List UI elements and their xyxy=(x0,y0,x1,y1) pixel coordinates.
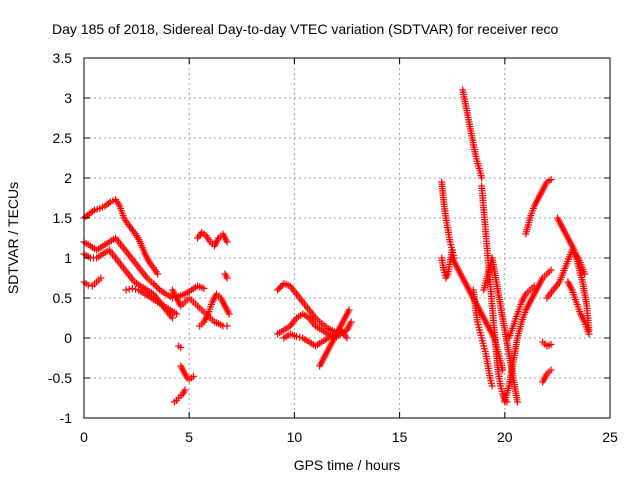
data-point xyxy=(547,176,555,184)
data-point xyxy=(189,372,197,380)
series-track-k xyxy=(177,362,197,384)
y-tick-label: 2 xyxy=(64,170,72,186)
series-track-h xyxy=(194,228,231,250)
y-tick-label: 1 xyxy=(64,250,72,266)
series-track-aa xyxy=(539,366,555,386)
series-track-x xyxy=(501,266,555,406)
data-point xyxy=(478,174,486,182)
series-track-l xyxy=(175,342,185,352)
series-track-d xyxy=(80,274,105,290)
series-track-ab xyxy=(539,338,555,350)
data-point xyxy=(277,283,285,291)
series-track-j xyxy=(170,386,189,406)
y-axis: -1 -0.5 0 0.5 1 1.5 2 2.5 3 3.5 xyxy=(48,50,610,426)
data-point xyxy=(97,274,105,282)
y-tick-label: 2.5 xyxy=(53,130,73,146)
x-tick-label: 15 xyxy=(392,429,408,445)
data-point xyxy=(225,310,233,318)
series-track-r xyxy=(438,246,456,282)
data-point xyxy=(154,270,162,278)
data-point xyxy=(547,340,555,348)
data-point xyxy=(293,332,301,340)
y-tick-label: 3.5 xyxy=(53,50,73,66)
series-track-ae xyxy=(564,278,593,338)
data-point xyxy=(177,344,185,352)
data-point xyxy=(153,283,161,291)
data-point xyxy=(499,366,507,374)
grid xyxy=(84,58,610,418)
series-track-g xyxy=(196,290,233,330)
y-axis-label: SDTVAR / TECUs xyxy=(5,182,21,294)
data-point xyxy=(347,318,355,326)
data-point xyxy=(168,314,176,322)
x-tick-label: 10 xyxy=(287,429,303,445)
series-track-ad xyxy=(543,246,589,302)
y-tick-label: 3 xyxy=(64,90,72,106)
data-point xyxy=(132,285,140,293)
x-axis: 0 5 10 15 20 25 xyxy=(80,58,618,445)
series-track-s xyxy=(459,86,486,182)
y-tick-label: 1.5 xyxy=(53,210,73,226)
data-point xyxy=(488,382,496,390)
series-track-t xyxy=(478,182,511,406)
chart-title: Day 185 of 2018, Sidereal Day-to-day VTE… xyxy=(52,21,558,37)
series-track-v xyxy=(469,286,496,390)
y-tick-label: -1 xyxy=(60,410,73,426)
y-tick-label: 0 xyxy=(64,330,72,346)
data-point xyxy=(84,281,92,289)
data-point xyxy=(122,286,130,294)
x-tick-label: 0 xyxy=(80,429,88,445)
data-point xyxy=(223,322,231,330)
data-point xyxy=(128,284,136,292)
data-point xyxy=(181,386,189,394)
data-point xyxy=(296,333,304,341)
series-track-p xyxy=(316,306,353,370)
data-point xyxy=(547,366,555,374)
series-track-z xyxy=(522,176,555,238)
data-point xyxy=(581,270,589,278)
series-track-i xyxy=(221,270,231,282)
data-point xyxy=(149,280,157,288)
y-tick-label: 0.5 xyxy=(53,290,73,306)
x-tick-label: 25 xyxy=(602,429,618,445)
y-tick-label: -0.5 xyxy=(48,370,72,386)
data-points xyxy=(80,86,593,406)
data-point xyxy=(274,286,282,294)
data-point xyxy=(125,285,133,293)
x-tick-label: 5 xyxy=(185,429,193,445)
data-point xyxy=(585,330,593,338)
data-point xyxy=(547,266,555,274)
x-tick-label: 20 xyxy=(497,429,513,445)
data-point xyxy=(223,274,231,282)
data-point xyxy=(200,284,208,292)
plot-frame xyxy=(83,57,611,419)
data-point xyxy=(530,282,538,290)
data-point xyxy=(151,281,159,289)
data-point xyxy=(343,334,351,342)
data-point xyxy=(345,306,353,314)
data-point xyxy=(223,238,231,246)
data-point xyxy=(154,284,162,292)
series-track-c xyxy=(80,246,176,322)
series-track-y xyxy=(505,282,538,342)
data-point xyxy=(513,398,521,406)
data-point xyxy=(173,310,181,318)
x-axis-label: GPS time / hours xyxy=(294,457,401,473)
data-point xyxy=(275,284,283,292)
series-track-e xyxy=(122,284,181,318)
data-point xyxy=(448,246,456,254)
series-track-b xyxy=(80,234,208,302)
series-track-q xyxy=(438,178,458,262)
series-track-a xyxy=(80,196,162,278)
